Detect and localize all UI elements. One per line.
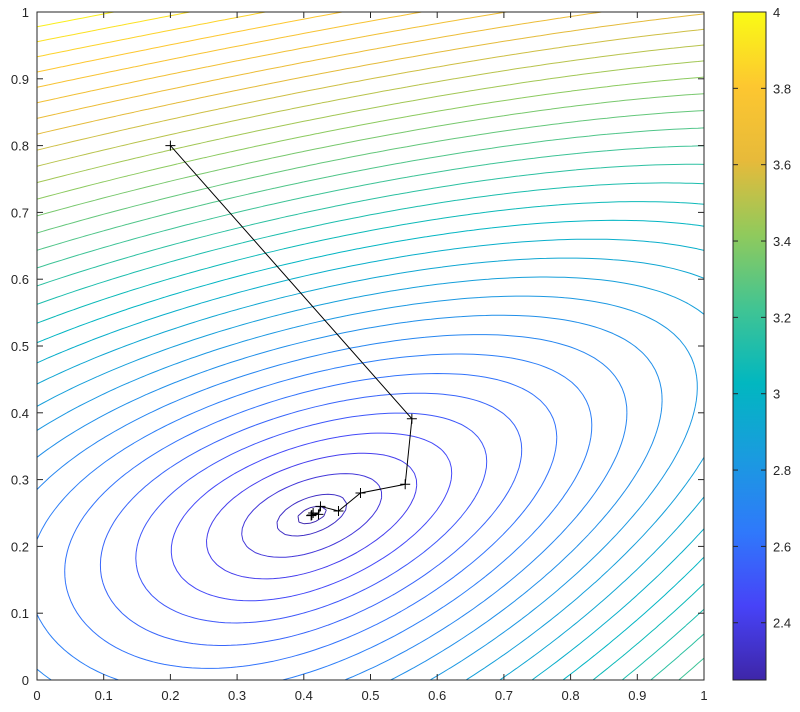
x-tick-label: 0.1 <box>95 688 113 703</box>
contour-lines <box>37 12 704 680</box>
colorbar-gradient <box>732 11 767 681</box>
plot-background <box>37 12 704 680</box>
y-tick-label: 0.2 <box>11 539 29 554</box>
contour-level-18 <box>37 182 704 680</box>
x-axis: 0 0.1 0.2 0.3 0.4 0.5 0.6 0.7 0.8 0.9 1 <box>33 12 708 703</box>
optimization-path <box>165 140 417 521</box>
contour-level-26 <box>37 44 704 167</box>
contour-level-19 <box>37 163 704 680</box>
contour-level-8 <box>64 373 558 669</box>
y-tick-label: 1 <box>22 5 29 20</box>
contour-level-24 <box>37 76 704 200</box>
contour-level-32 <box>37 12 343 73</box>
y-tick-label: 0.7 <box>11 205 29 220</box>
contour-level-17 <box>37 201 704 680</box>
y-tick-label: 0.6 <box>11 272 29 287</box>
contour-level-2 <box>276 493 348 537</box>
path-marker-4 <box>355 487 366 498</box>
contour-level-3 <box>241 473 383 558</box>
colorbar-tick-label: 2.4 <box>773 616 791 631</box>
colorbar: 2.4 2.6 2.8 3 3.2 3.4 3.6 3.8 4 <box>732 5 791 681</box>
contour-level-10 <box>37 334 628 680</box>
contour-level-22 <box>37 110 704 234</box>
y-axis: 0 0.1 0.2 0.3 0.4 0.5 0.6 0.7 0.8 0.9 1 <box>11 5 704 688</box>
x-tick-label: 0 <box>33 688 40 703</box>
x-tick-label: 0.7 <box>495 688 513 703</box>
colorbar-tick-label: 3.8 <box>773 81 791 96</box>
x-tick-label: 0.3 <box>228 688 246 703</box>
contour-level-7 <box>99 392 523 646</box>
path-marker-2 <box>406 413 417 424</box>
contour-level-29 <box>37 12 602 119</box>
y-tick-label: 0.8 <box>11 139 29 154</box>
contour-level-23 <box>37 93 704 217</box>
contour-level-16 <box>37 219 704 680</box>
contour-level-15 <box>37 238 704 680</box>
colorbar-tick-label: 4 <box>773 5 780 20</box>
y-tick-label: 0.4 <box>11 406 29 421</box>
path-marker-10 <box>306 510 317 521</box>
path-marker-3 <box>400 479 411 490</box>
x-tick-label: 0.9 <box>628 688 646 703</box>
colorbar-tick-label: 2.6 <box>773 539 791 554</box>
x-tick-label: 1 <box>700 688 707 703</box>
colorbar-tick-label: 2.8 <box>773 463 791 478</box>
colorbar-tick-label: 3.4 <box>773 234 791 249</box>
x-tick-label: 0.8 <box>562 688 580 703</box>
contour-level-34 <box>37 12 190 43</box>
contour-level-21 <box>37 127 704 251</box>
y-tick-label: 0.1 <box>11 606 29 621</box>
x-tick-label: 0.6 <box>428 688 446 703</box>
y-tick-label: 0.9 <box>11 72 29 87</box>
contour-level-5 <box>170 432 453 602</box>
path-marker-9 <box>306 510 317 521</box>
contour-level-11 <box>37 314 663 680</box>
colorbar-tick-label: 3.6 <box>773 158 791 173</box>
contour-level-4 <box>206 452 418 580</box>
y-tick-label: 0.3 <box>11 473 29 488</box>
x-tick-label: 0.5 <box>361 688 379 703</box>
path-marker-6 <box>315 501 326 512</box>
path-marker-8 <box>308 508 319 518</box>
y-tick-label: 0.5 <box>11 339 29 354</box>
contour-level-31 <box>37 12 422 88</box>
y-tick-label: 0 <box>22 673 29 688</box>
contour-level-33 <box>37 12 266 58</box>
colorbar-tick-label: 3 <box>773 387 780 402</box>
contour-level-14 <box>37 257 704 680</box>
contour-level-27 <box>37 28 704 151</box>
colorbar-tick-label: 3.2 <box>773 310 791 325</box>
contour-level-28 <box>37 13 704 135</box>
contour-level-35 <box>37 12 115 28</box>
path-marker-7 <box>313 509 324 520</box>
path-marker-1 <box>165 140 176 151</box>
contour-level-30 <box>37 12 507 104</box>
path-marker-5 <box>333 505 344 516</box>
x-tick-label: 0.4 <box>295 688 313 703</box>
contour-level-6 <box>135 412 488 624</box>
x-tick-label: 0.2 <box>161 688 179 703</box>
